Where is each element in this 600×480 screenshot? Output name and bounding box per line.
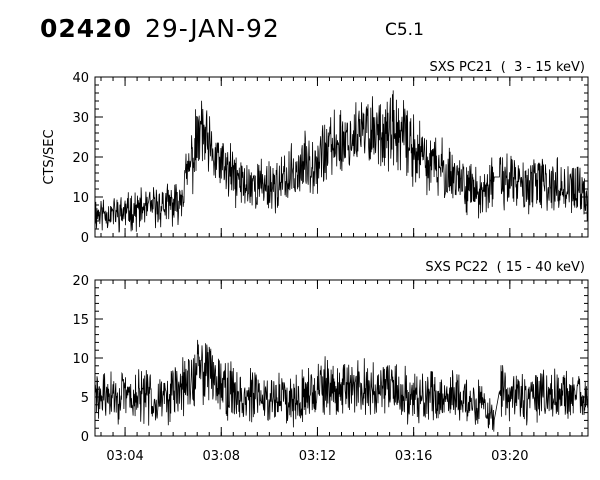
y-tick-label: 40 [72, 71, 89, 86]
panel-pc21: SXS PC21 ( 3 - 15 keV) CTS/SEC 0 10 20 30 40 [42, 60, 589, 246]
panel-pc21-series [94, 90, 589, 233]
panel-pc22-title: SXS PC22 ( 15 - 40 keV) [425, 260, 585, 275]
panel-pc22-axes: 0 5 10 15 20 03:04 03:08 03:12 03:16 03:20 [72, 274, 589, 464]
y-tick-label: 15 [72, 313, 89, 328]
y-tick-label: 10 [72, 352, 89, 367]
panel-pc21-title: SXS PC21 ( 3 - 15 keV) [429, 60, 585, 75]
y-tick-label: 10 [72, 191, 89, 206]
event-date: 29-JAN-92 [145, 14, 280, 43]
series-line-pc21 [94, 90, 589, 233]
x-tick-label: 03:04 [106, 449, 143, 464]
panel-pc21-axes: 0 10 20 30 40 [72, 71, 589, 246]
y-tick-label: 0 [81, 231, 89, 246]
x-tick-label: 03:12 [299, 449, 336, 464]
y-tick-label: 30 [72, 111, 89, 126]
event-id: 02420 [40, 14, 132, 43]
panel-pc22: SXS PC22 ( 15 - 40 keV) 0 5 10 15 20 03:04 03:… [72, 260, 589, 464]
y-tick-label: 20 [72, 151, 89, 166]
panel-pc22-frame [94, 279, 589, 437]
y-tick-label: 20 [72, 274, 89, 289]
panel-pc21-ylabel: CTS/SEC [42, 129, 57, 184]
x-tick-label: 03:16 [395, 449, 432, 464]
y-tick-label: 0 [81, 430, 89, 445]
x-tick-label: 03:08 [203, 449, 240, 464]
panel-pc22-series [94, 339, 589, 432]
goes-class-label: C5.1 [385, 20, 424, 40]
series-line-pc22 [94, 339, 589, 432]
x-tick-label: 03:20 [491, 449, 528, 464]
y-tick-label: 5 [81, 391, 89, 406]
